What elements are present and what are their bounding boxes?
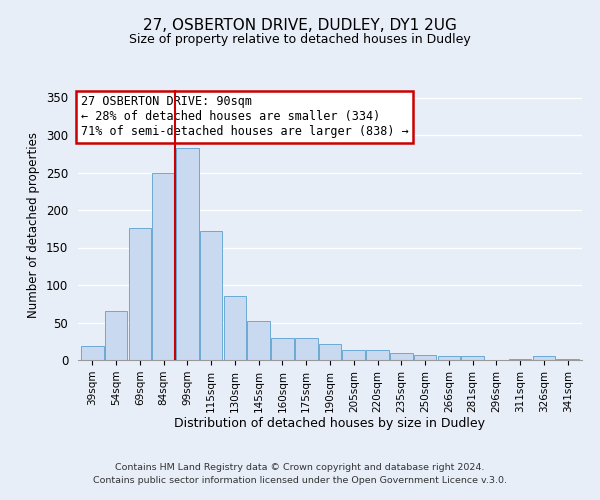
Bar [556, 358, 579, 360]
Text: 27, OSBERTON DRIVE, DUDLEY, DY1 2UG: 27, OSBERTON DRIVE, DUDLEY, DY1 2UG [143, 18, 457, 32]
Text: Contains public sector information licensed under the Open Government Licence v.: Contains public sector information licen… [93, 476, 507, 485]
X-axis label: Distribution of detached houses by size in Dudley: Distribution of detached houses by size … [175, 418, 485, 430]
Bar [366, 350, 389, 360]
Bar [247, 321, 270, 360]
Bar [271, 338, 294, 360]
Text: Contains HM Land Registry data © Crown copyright and database right 2024.: Contains HM Land Registry data © Crown c… [115, 464, 485, 472]
Bar [176, 148, 199, 360]
Bar [533, 356, 555, 360]
Text: 27 OSBERTON DRIVE: 90sqm
← 28% of detached houses are smaller (334)
71% of semi-: 27 OSBERTON DRIVE: 90sqm ← 28% of detach… [80, 96, 408, 138]
Text: Size of property relative to detached houses in Dudley: Size of property relative to detached ho… [129, 32, 471, 46]
Y-axis label: Number of detached properties: Number of detached properties [28, 132, 40, 318]
Bar [343, 350, 365, 360]
Bar [152, 172, 175, 360]
Bar [224, 296, 246, 360]
Bar [414, 355, 436, 360]
Bar [128, 228, 151, 360]
Bar [509, 359, 532, 360]
Bar [319, 344, 341, 360]
Bar [81, 346, 104, 360]
Bar [437, 356, 460, 360]
Bar [461, 356, 484, 360]
Bar [200, 231, 223, 360]
Bar [105, 310, 127, 360]
Bar [390, 353, 413, 360]
Bar [295, 338, 317, 360]
